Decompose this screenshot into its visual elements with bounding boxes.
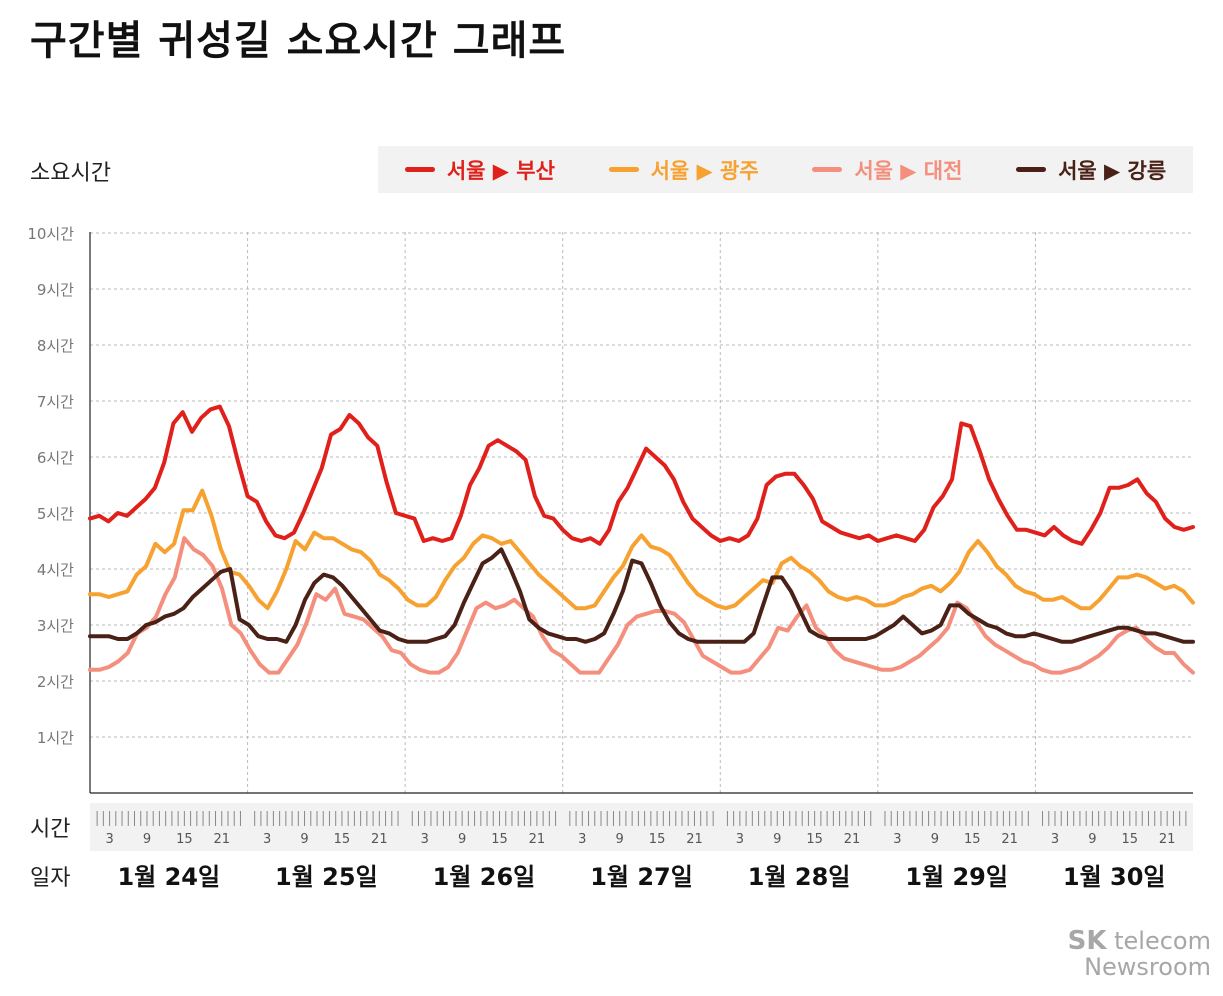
legend-label-daejeon: 서울 ▶ 대전 bbox=[854, 158, 963, 183]
brand-logo: SK telecom Newsroom bbox=[1067, 926, 1211, 982]
hour-tick-label: 21 bbox=[1159, 832, 1176, 847]
legend-label-busan: 서울 ▶ 부산 bbox=[446, 158, 555, 183]
hour-tick-label: 21 bbox=[1001, 832, 1018, 847]
hour-tick-label: 15 bbox=[964, 832, 981, 847]
hour-tick-label: 21 bbox=[529, 832, 546, 847]
legend-swatch-daejeon bbox=[812, 167, 843, 172]
y-tick-label: 1시간 bbox=[37, 729, 74, 747]
hour-tick-label: 9 bbox=[458, 832, 466, 847]
hour-tick-label: 15 bbox=[334, 832, 351, 847]
page-title: 구간별 귀성길 소요시간 그래프 bbox=[30, 18, 567, 64]
hour-tick-label: 9 bbox=[300, 832, 308, 847]
y-tick-label: 7시간 bbox=[37, 393, 74, 411]
hour-tick-label: 15 bbox=[649, 832, 666, 847]
date-row-label: 일자 bbox=[30, 866, 70, 891]
y-tick-label: 3시간 bbox=[37, 617, 74, 635]
hour-band bbox=[90, 803, 1193, 851]
y-tick-label: 2시간 bbox=[37, 673, 74, 691]
y-tick-label: 6시간 bbox=[37, 449, 74, 467]
legend-label-gangneung: 서울 ▶ 강릉 bbox=[1058, 158, 1167, 183]
legend-item-daejeon: 서울 ▶ 대전 bbox=[812, 155, 962, 185]
y-tick-label: 5시간 bbox=[37, 505, 74, 523]
y-axis-label: 소요시간 bbox=[30, 161, 111, 186]
hour-tick-label: 9 bbox=[773, 832, 781, 847]
legend-label-gwangju: 서울 ▶ 광주 bbox=[650, 158, 759, 183]
hour-tick-label: 3 bbox=[578, 832, 586, 847]
y-tick-label: 8시간 bbox=[37, 337, 74, 355]
hour-tick-label: 3 bbox=[1051, 832, 1059, 847]
day-label: 1월 30일 bbox=[1063, 863, 1166, 891]
hour-tick-label: 9 bbox=[143, 832, 151, 847]
day-label: 1월 26일 bbox=[433, 863, 536, 891]
y-tick-label: 4시간 bbox=[37, 561, 74, 579]
legend-item-gwangju: 서울 ▶ 광주 bbox=[608, 155, 759, 185]
hour-tick-label: 15 bbox=[176, 832, 193, 847]
hour-tick-label: 9 bbox=[931, 832, 939, 847]
hour-tick-label: 15 bbox=[806, 832, 823, 847]
hour-tick-label: 3 bbox=[421, 832, 429, 847]
day-label: 1월 24일 bbox=[117, 863, 220, 891]
hour-tick-label: 9 bbox=[616, 832, 624, 847]
day-label: 1월 27일 bbox=[590, 863, 693, 891]
legend-item-busan: 서울 ▶ 부산 bbox=[404, 155, 555, 185]
hour-tick-label: 3 bbox=[736, 832, 744, 847]
hour-tick-label: 21 bbox=[686, 832, 703, 847]
hour-tick-label: 21 bbox=[844, 832, 861, 847]
day-label: 1월 29일 bbox=[905, 863, 1008, 891]
legend-swatch-busan bbox=[404, 167, 435, 172]
legend-swatch-gangneung bbox=[1016, 167, 1047, 172]
day-label: 1월 28일 bbox=[748, 863, 851, 891]
series-line bbox=[88, 404, 1195, 546]
y-tick-label: 10시간 bbox=[27, 225, 74, 243]
hour-tick-label: 3 bbox=[263, 832, 271, 847]
legend-item-gangneung: 서울 ▶ 강릉 bbox=[1016, 155, 1166, 185]
legend: 서울 ▶ 부산 서울 ▶ 광주 서울 ▶ 대전 서울 ▶ 강릉 bbox=[378, 146, 1193, 193]
hour-tick-label: 3 bbox=[105, 832, 113, 847]
hour-tick-label: 21 bbox=[371, 832, 388, 847]
hour-tick-label: 9 bbox=[1088, 832, 1096, 847]
series-line bbox=[88, 488, 1195, 611]
hour-tick-label: 15 bbox=[491, 832, 508, 847]
legend-swatch-gwangju bbox=[608, 167, 639, 172]
series-line bbox=[88, 547, 1195, 644]
hour-tick-label: 3 bbox=[893, 832, 901, 847]
series-line bbox=[88, 536, 1195, 675]
y-tick-label: 9시간 bbox=[37, 281, 74, 299]
day-label: 1월 25일 bbox=[275, 863, 378, 891]
hour-tick-label: 15 bbox=[1122, 832, 1139, 847]
hour-row-label: 시간 bbox=[30, 817, 70, 842]
hour-tick-label: 21 bbox=[213, 832, 230, 847]
